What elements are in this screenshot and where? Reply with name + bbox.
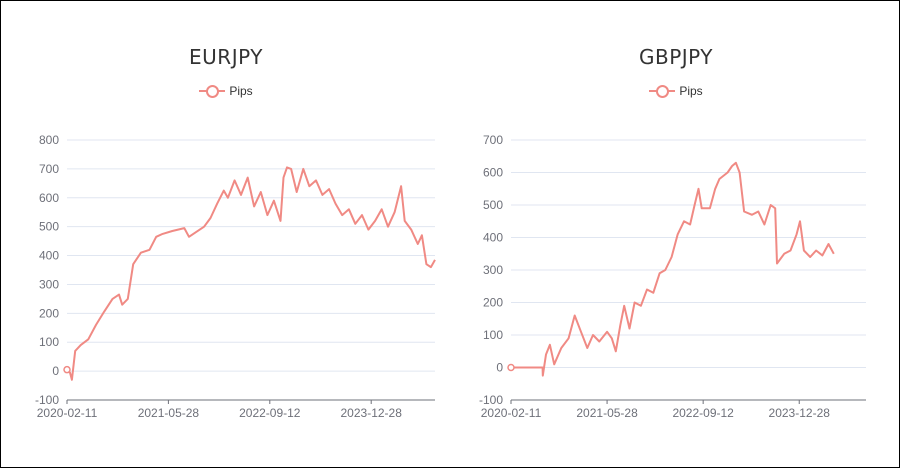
y-tick-label: 600 [39, 191, 59, 205]
y-tick-label: 0 [496, 361, 503, 375]
series-line-pips [511, 161, 835, 377]
plot-area: -100 0 100 200 300 400 500 600 700 2020-02-11 2021… [479, 133, 866, 420]
x-tick-label: 2022-09-12 [672, 406, 734, 420]
x-tick-label: 2020-02-11 [37, 406, 98, 420]
data-point-marker [507, 363, 515, 372]
y-tick-label: 600 [483, 166, 503, 180]
y-tick-label: 700 [483, 133, 503, 147]
x-tick-label: 2020-02-11 [481, 406, 542, 420]
chart-title: GBPJPY [638, 45, 713, 69]
y-tick-label: 700 [39, 162, 59, 176]
chart-panel-eurjpy: EURJPY Pips -100 0 100 200 300 400 500 600 700 80… [1, 1, 451, 467]
y-tick-label: 400 [39, 249, 59, 263]
legend-label: Pips [679, 83, 703, 98]
x-tick-label: 2021-05-28 [138, 406, 200, 420]
legend-line-circle-icon [199, 84, 226, 98]
legend-line-circle-icon [649, 84, 676, 98]
legend-label: Pips [229, 83, 253, 98]
y-tick-label: 300 [483, 263, 503, 277]
y-tick-label: 500 [483, 198, 503, 212]
chart-legend[interactable]: Pips [451, 83, 900, 98]
chart-panel-gbpjpy: GBPJPY Pips -100 0 100 200 300 400 500 600 700 20… [451, 1, 900, 467]
data-point-marker [63, 365, 71, 374]
plot-area: -100 0 100 200 300 400 500 600 700 800 2020-02-11 2… [35, 133, 436, 420]
y-tick-label: -100 [35, 393, 59, 407]
y-tick-label: 200 [39, 306, 59, 320]
y-tick-label: 800 [39, 133, 59, 147]
y-tick-label: 0 [52, 364, 59, 378]
y-tick-label: 100 [483, 328, 503, 342]
chart-title: EURJPY [189, 45, 263, 69]
y-tick-label: 300 [39, 277, 59, 291]
y-tick-label: 100 [39, 335, 59, 349]
y-tick-label: 200 [483, 296, 503, 310]
x-tick-label: 2023-12-28 [769, 406, 831, 420]
x-tick-label: 2021-05-28 [576, 406, 638, 420]
y-tick-label: 400 [483, 231, 503, 245]
y-tick-label: -100 [479, 393, 503, 407]
x-tick-label: 2023-12-28 [341, 406, 403, 420]
x-tick-label: 2022-09-12 [239, 406, 301, 420]
chart-legend[interactable]: Pips [1, 83, 451, 98]
y-tick-label: 500 [39, 220, 59, 234]
series-line-pips [66, 166, 436, 381]
